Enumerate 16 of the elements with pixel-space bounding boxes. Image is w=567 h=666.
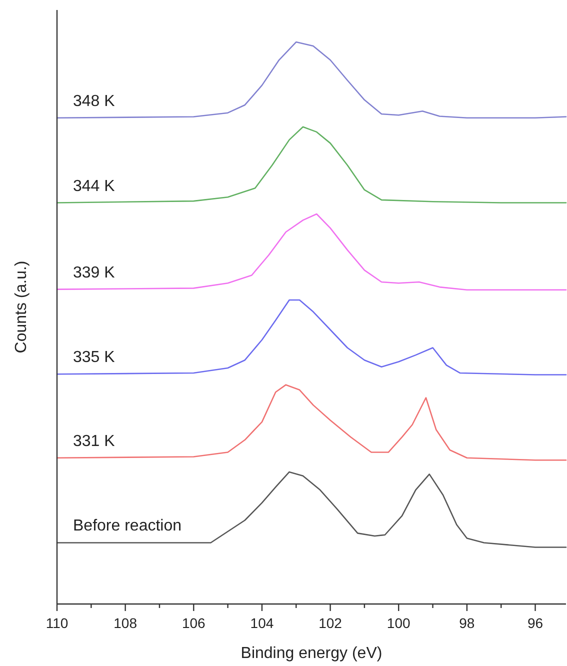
series-label: 331 K bbox=[73, 432, 116, 450]
y-axis-title: Counts (a.u.) bbox=[13, 260, 30, 354]
x-tick-label: 108 bbox=[114, 615, 138, 631]
series-label: 344 K bbox=[73, 178, 116, 195]
x-axis-title: Binding energy (eV) bbox=[240, 645, 382, 662]
x-tick-label: 110 bbox=[46, 615, 68, 631]
series-label: 339 K bbox=[73, 264, 116, 282]
x-tick-label: 102 bbox=[318, 615, 342, 631]
x-tick-label: 96 bbox=[527, 615, 544, 631]
x-tick-label: 104 bbox=[250, 615, 274, 631]
series-label: 335 K bbox=[73, 349, 116, 366]
series-label: Before reaction bbox=[73, 518, 182, 535]
x-tick-label: 100 bbox=[386, 615, 411, 631]
series-label: 348 K bbox=[73, 92, 116, 110]
x-tick-label: 98 bbox=[459, 615, 475, 631]
x-tick-label: 106 bbox=[182, 615, 206, 631]
